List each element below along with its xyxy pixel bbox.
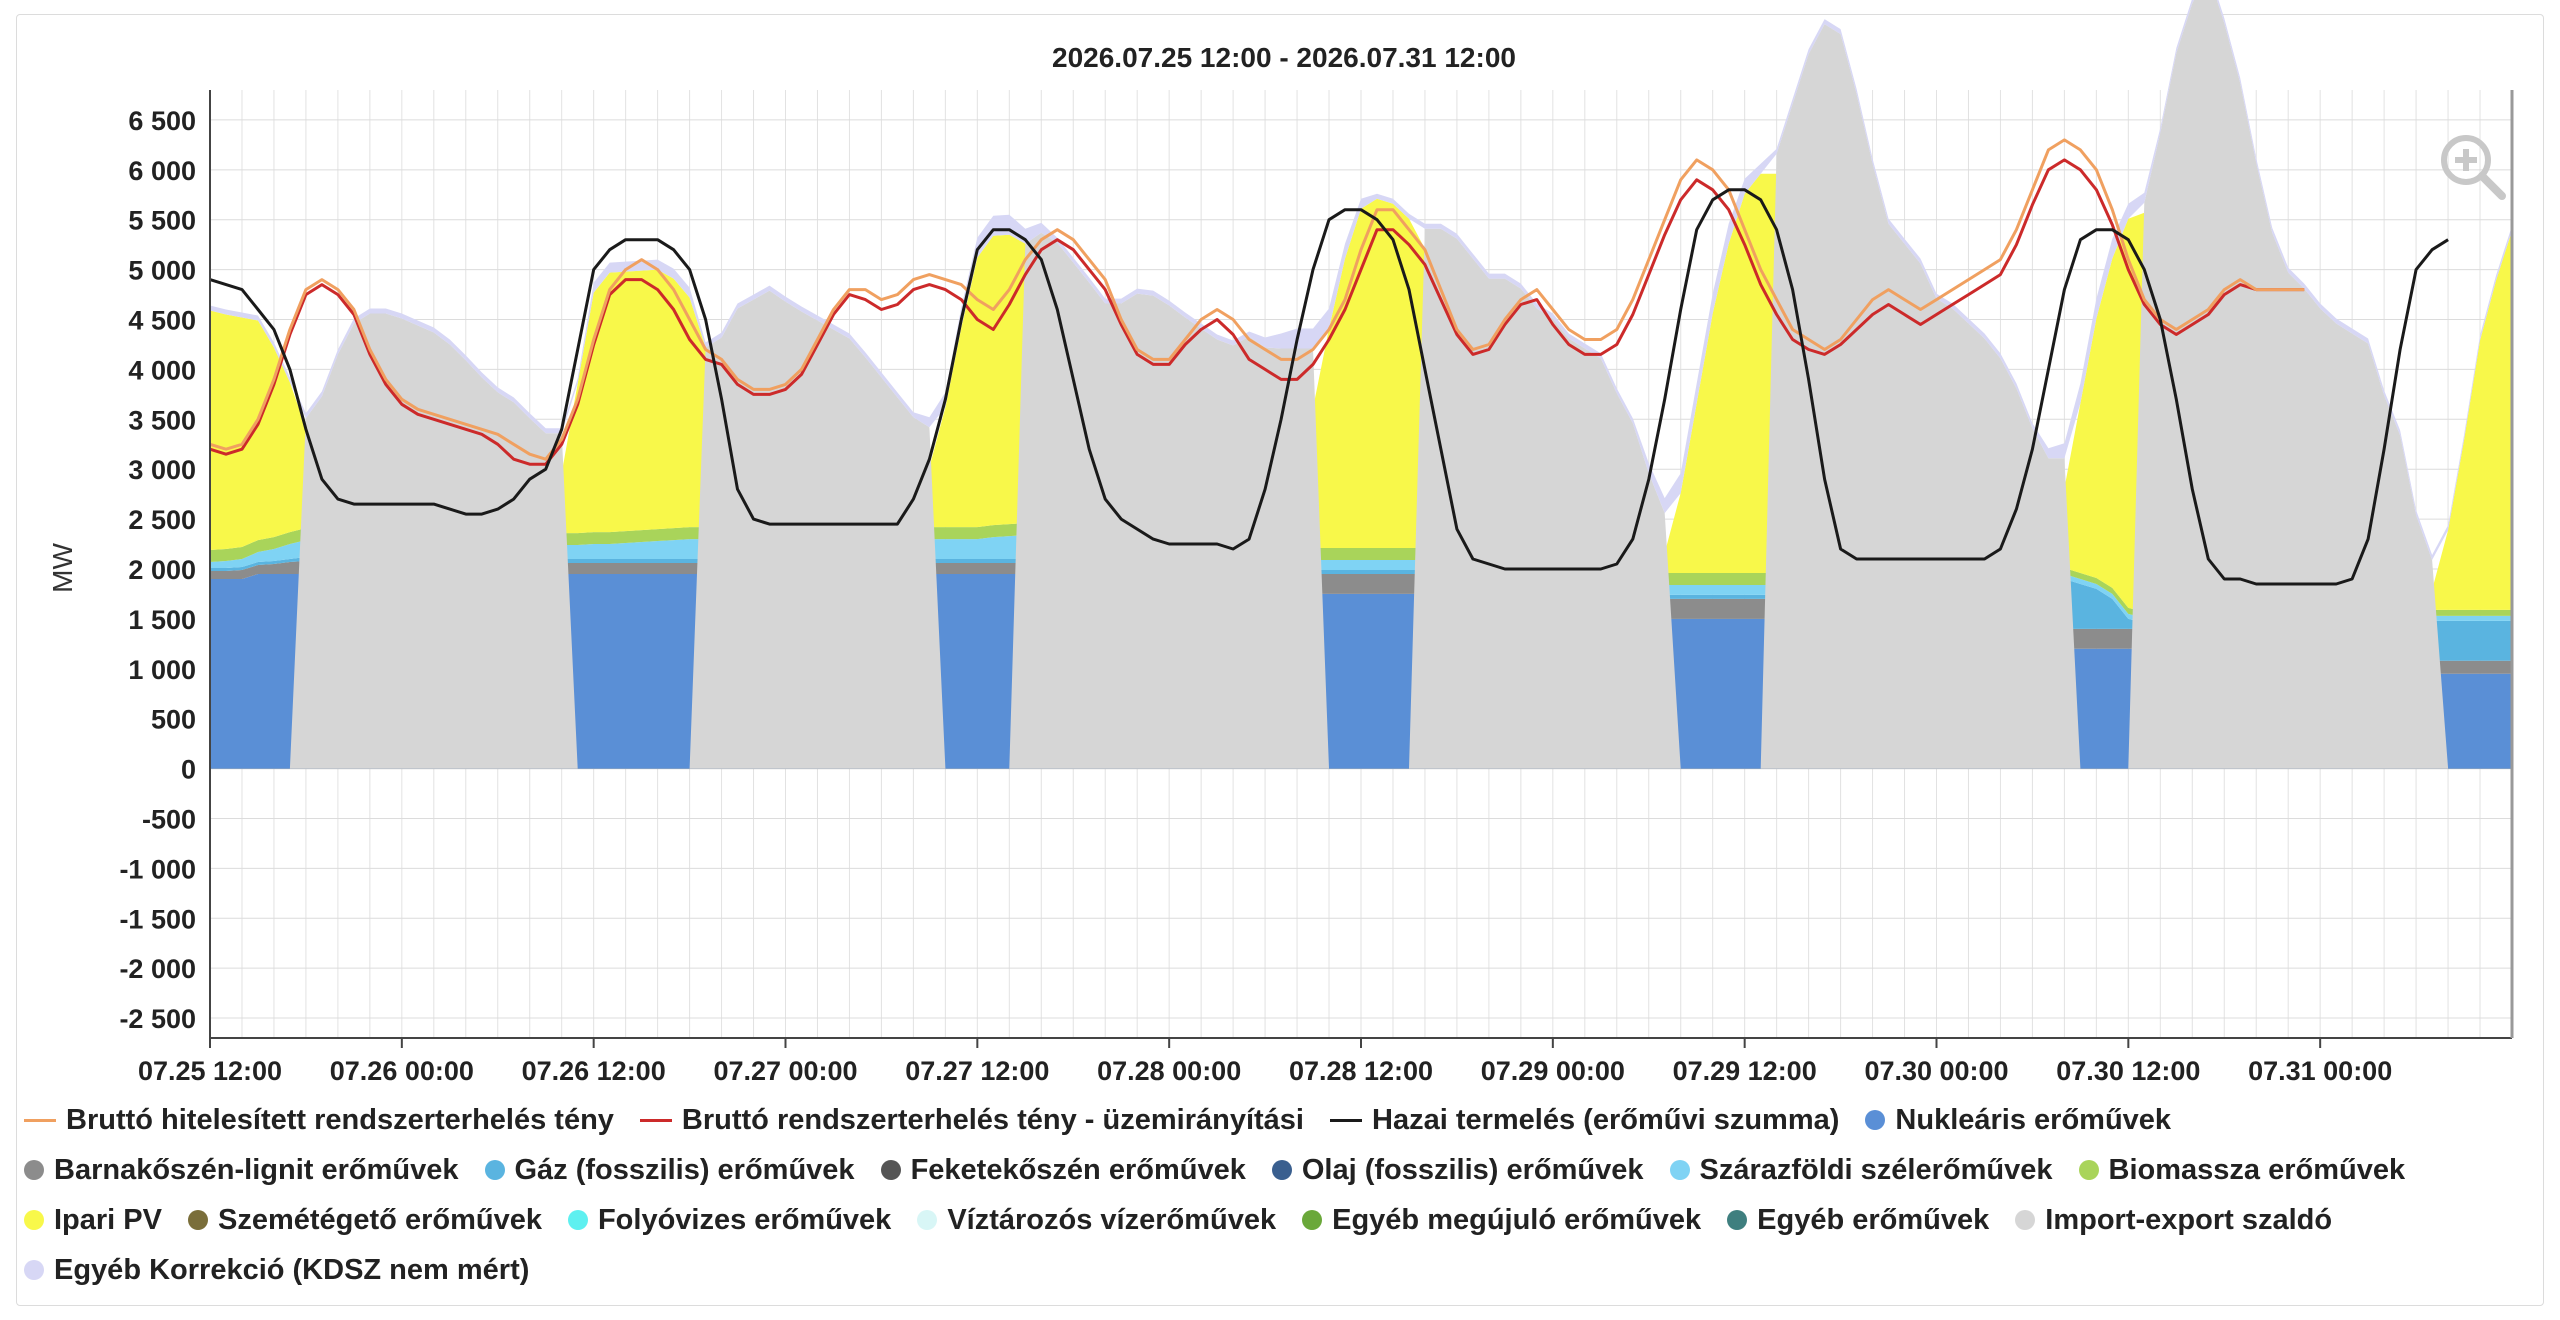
legend-label: Ipari PV <box>54 1203 162 1236</box>
legend-item[interactable]: Víztározós vízerőművek <box>917 1204 1276 1237</box>
legend-label: Víztározós vízerőművek <box>947 1203 1277 1236</box>
x-tick-label: 07.26 12:00 <box>522 1056 666 1086</box>
y-tick-label: 4 500 <box>128 306 196 336</box>
y-tick-label: 1 000 <box>128 655 196 685</box>
legend-item[interactable]: Biomassza erőművek <box>2078 1153 2406 1187</box>
legend-item[interactable]: Egyéb megújuló erőművek <box>1302 1204 1701 1237</box>
legend-dot-symbol <box>1271 1160 1292 1180</box>
line-series-brutto-hitelesitett-rendszerterheles-teny <box>209 138 2305 461</box>
y-tick-label: 500 <box>151 705 196 735</box>
legend-dot-symbol <box>917 1210 938 1230</box>
legend-label: Szemétégető erőművek <box>218 1203 542 1236</box>
y-tick-label: 2 000 <box>128 555 196 585</box>
x-tick-label: 07.28 00:00 <box>1097 1056 1241 1086</box>
legend-dot-symbol <box>880 1160 901 1180</box>
legend-item[interactable]: Nukleáris erőművek <box>1865 1104 2171 1137</box>
legend-label: Nukleáris erőművek <box>1895 1103 2172 1136</box>
legend-label: Folyóvizes erőművek <box>597 1203 892 1236</box>
legend-item[interactable]: Import-export szaldó <box>2015 1204 2332 1237</box>
legend-dot-symbol <box>188 1210 208 1230</box>
legend-item[interactable]: Olaj (fosszilis) erőművek <box>1271 1153 1644 1187</box>
legend-label: Egyéb erőművek <box>1757 1203 1990 1236</box>
y-tick-label: 6 000 <box>128 156 196 186</box>
legend-line-symbol <box>639 1118 672 1122</box>
legend-label: Bruttó hitelesített rendszerterhelés tén… <box>66 1103 614 1136</box>
legend-item[interactable]: Szárazföldi szélerőművek <box>1669 1153 2053 1187</box>
legend-dot-symbol <box>1727 1210 1748 1230</box>
legend-label: Gáz (fosszilis) erőművek <box>514 1153 855 1186</box>
legend-item[interactable]: Folyóvizes erőművek <box>567 1203 892 1237</box>
y-tick-label: 5 500 <box>128 206 196 236</box>
x-tick-label: 07.28 12:00 <box>1289 1056 1433 1086</box>
legend-row: Barnakőszén-lignit erőművek Gáz (fosszili… <box>24 1145 2524 1195</box>
y-tick-label: 3 500 <box>128 405 196 435</box>
legend-row: Bruttó hitelesített rendszerterhelés tén… <box>24 1095 2524 1145</box>
legend-item[interactable]: Bruttó hitelesített rendszerterhelés tén… <box>24 1104 614 1137</box>
y-tick-label: 2 500 <box>128 505 196 535</box>
legend-item[interactable]: Feketekőszén erőművek <box>880 1153 1246 1187</box>
legend-row: Egyéb Korrekció (KDSZ nem mért) <box>24 1245 2524 1295</box>
legend-label: Biomassza erőművek <box>2108 1153 2406 1186</box>
x-tick-label: 07.31 00:00 <box>2248 1056 2392 1086</box>
y-tick-label: -2 500 <box>119 1004 196 1034</box>
legend-dot-symbol <box>2078 1160 2099 1180</box>
legend: Bruttó hitelesített rendszerterhelés tén… <box>24 1095 2524 1295</box>
legend-item[interactable]: Gáz (fosszilis) erőművek <box>484 1153 855 1187</box>
line-series-hazai-termeles-eromuvi-szumma <box>209 188 2449 586</box>
legend-label: Olaj (fosszilis) erőművek <box>1301 1153 1644 1186</box>
legend-line-symbol <box>24 1118 56 1122</box>
legend-item[interactable]: Barnakőszén-lignit erőművek <box>24 1154 459 1187</box>
y-tick-label: 5 000 <box>128 256 196 286</box>
x-tick-label: 07.26 00:00 <box>330 1056 474 1086</box>
legend-label: Barnakőszén-lignit erőművek <box>54 1153 459 1186</box>
x-tick-label: 07.30 00:00 <box>1864 1056 2008 1086</box>
area-series-import-export-szaldo <box>210 0 2480 769</box>
y-tick-label: -2 000 <box>119 954 196 984</box>
legend-item[interactable]: Ipari PV <box>24 1204 162 1237</box>
legend-dot-symbol <box>567 1210 588 1230</box>
legend-dot-symbol <box>24 1260 44 1280</box>
legend-item[interactable]: Egyéb Korrekció (KDSZ nem mért) <box>24 1254 529 1287</box>
legend-dot-symbol <box>1302 1210 1323 1230</box>
x-tick-label: 07.27 12:00 <box>905 1056 1049 1086</box>
y-tick-label: 3 000 <box>128 455 196 485</box>
legend-dot-symbol <box>1669 1160 1690 1180</box>
legend-row: Ipari PV Szemétégető erőművek Folyóvizes e… <box>24 1195 2524 1245</box>
legend-label: Egyéb megújuló erőművek <box>1332 1203 1702 1236</box>
legend-dot-symbol <box>1865 1110 1886 1130</box>
legend-label: Szárazföldi szélerőművek <box>1699 1153 2053 1186</box>
x-tick-label: 07.27 00:00 <box>713 1056 857 1086</box>
legend-dot-symbol <box>484 1160 505 1180</box>
legend-label: Egyéb Korrekció (KDSZ nem mért) <box>54 1253 530 1286</box>
legend-item[interactable]: Egyéb erőművek <box>1727 1204 1989 1237</box>
y-tick-label: 1 500 <box>128 605 196 635</box>
legend-dot-symbol <box>2015 1210 2036 1230</box>
zoom-in-icon[interactable] <box>2436 130 2508 202</box>
legend-dot-symbol <box>24 1210 44 1230</box>
legend-line-symbol <box>1330 1118 1362 1122</box>
legend-label: Import-export szaldó <box>2045 1203 2333 1236</box>
legend-item[interactable]: Szemétégető erőművek <box>188 1204 542 1237</box>
area-series-ipari-pv <box>210 173 2512 612</box>
chart-title: 2026.07.25 12:00 - 2026.07.31 12:00 <box>1052 42 1516 73</box>
legend-item[interactable]: Hazai termelés (erőművi szumma) <box>1330 1104 1839 1137</box>
y-tick-label: 6 500 <box>128 106 196 136</box>
legend-label: Bruttó rendszerterhelés tény - üzemirány… <box>681 1103 1304 1136</box>
y-axis-label: MW <box>47 543 78 593</box>
y-tick-label: 4 000 <box>128 355 196 385</box>
legend-label: Feketekőszén erőművek <box>910 1153 1246 1186</box>
y-tick-label: -500 <box>142 804 196 834</box>
x-tick-label: 07.30 12:00 <box>2056 1056 2200 1086</box>
legend-label: Hazai termelés (erőművi szumma) <box>1372 1103 1840 1136</box>
x-tick-label: 07.25 12:00 <box>138 1056 282 1086</box>
x-tick-label: 07.29 00:00 <box>1481 1056 1625 1086</box>
legend-item[interactable]: Bruttó rendszerterhelés tény - üzemirány… <box>639 1103 1304 1137</box>
x-tick-label: 07.29 12:00 <box>1673 1056 1817 1086</box>
y-tick-label: -1 500 <box>119 904 196 934</box>
y-tick-label: -1 000 <box>119 854 196 884</box>
y-tick-label: 0 <box>181 755 196 785</box>
line-series-brutto-rendszerterheles-teny-uzemiranyitasi <box>209 158 2305 466</box>
legend-dot-symbol <box>24 1160 44 1180</box>
